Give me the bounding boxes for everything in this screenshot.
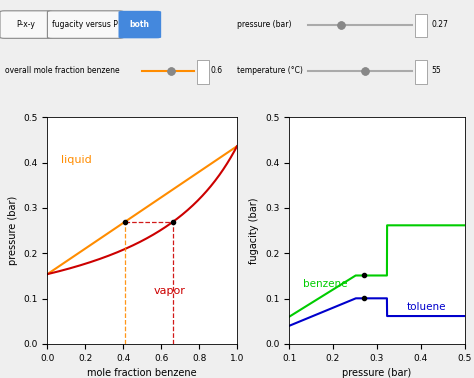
Y-axis label: pressure (bar): pressure (bar) <box>8 196 18 265</box>
Text: temperature (°C): temperature (°C) <box>237 66 303 75</box>
Text: vapor: vapor <box>154 286 185 296</box>
Y-axis label: fugacity (bar): fugacity (bar) <box>249 197 259 264</box>
FancyBboxPatch shape <box>118 11 161 38</box>
Text: pressure (bar): pressure (bar) <box>237 20 292 29</box>
Text: benzene: benzene <box>303 279 347 289</box>
X-axis label: pressure (bar): pressure (bar) <box>342 368 411 378</box>
Text: toluene: toluene <box>407 302 446 312</box>
Bar <box>197 60 209 84</box>
FancyBboxPatch shape <box>0 11 52 38</box>
Text: 0.27: 0.27 <box>431 20 448 29</box>
Text: P-x-y: P-x-y <box>17 20 36 29</box>
Bar <box>415 60 427 84</box>
Text: fugacity versus P: fugacity versus P <box>53 20 118 29</box>
Bar <box>415 14 427 37</box>
Text: liquid: liquid <box>61 155 91 164</box>
Text: 55: 55 <box>431 66 441 75</box>
Text: 0.6: 0.6 <box>211 66 223 75</box>
FancyBboxPatch shape <box>47 11 123 38</box>
Text: both: both <box>130 20 150 29</box>
Text: overall mole fraction benzene: overall mole fraction benzene <box>5 66 119 75</box>
X-axis label: mole fraction benzene: mole fraction benzene <box>87 368 197 378</box>
